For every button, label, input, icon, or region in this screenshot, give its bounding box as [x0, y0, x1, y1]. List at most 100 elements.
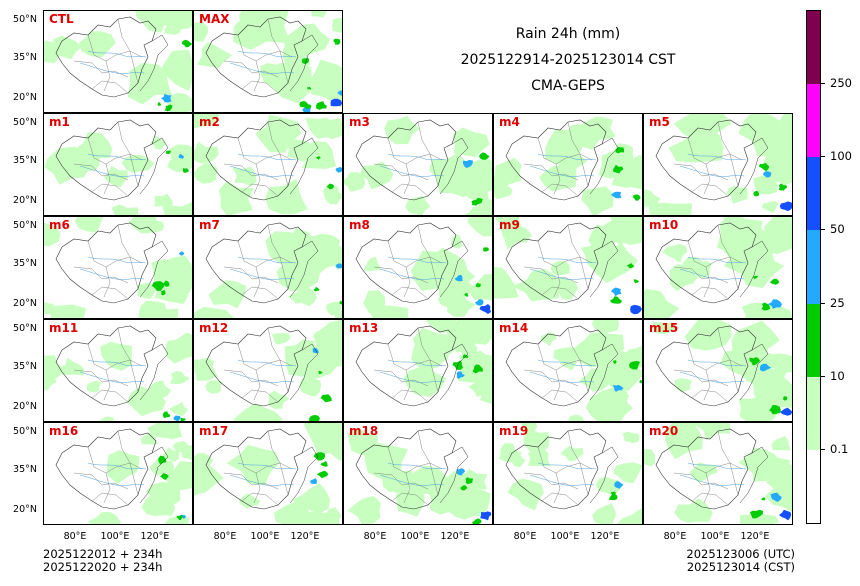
- rain-area-moderate: [629, 361, 641, 370]
- river-line: [687, 359, 747, 367]
- province-border: [373, 472, 429, 490]
- province-border: [553, 369, 561, 401]
- rain-area-light: [233, 403, 283, 421]
- member-label: m12: [199, 321, 229, 335]
- province-border: [703, 472, 711, 504]
- rain-area-light: [716, 217, 763, 257]
- footer-valid-utc: 2025123006 (UTC): [686, 547, 795, 561]
- river-line: [87, 256, 147, 264]
- member-panel-m8: m8: [343, 216, 493, 319]
- rain-area-light: [689, 462, 718, 483]
- rain-area-moderate: [472, 518, 482, 524]
- member-panel-m20: m20: [643, 422, 793, 525]
- province-border: [241, 492, 279, 506]
- province-border: [253, 472, 261, 504]
- colorbar: [806, 10, 821, 524]
- rain-area-light: [644, 288, 680, 318]
- rain-area-light: [592, 320, 620, 335]
- province-border: [537, 343, 593, 371]
- rain-area-moderate: [157, 102, 162, 106]
- colorbar-segment: [807, 376, 820, 451]
- country-border: [355, 119, 457, 201]
- province-border: [703, 369, 711, 401]
- river-line: [379, 165, 445, 177]
- river-line: [229, 62, 295, 74]
- province-border: [237, 446, 293, 474]
- rain-area-light: [581, 245, 609, 268]
- rain-area-heavy: [456, 371, 465, 380]
- chart-title: Rain 24h (mm): [515, 26, 621, 42]
- province-border: [373, 369, 429, 387]
- member-label: m16: [49, 424, 79, 438]
- rain-area-light: [127, 62, 172, 105]
- province-border: [553, 472, 561, 504]
- river-line: [79, 62, 145, 74]
- province-border: [523, 369, 579, 387]
- province-border: [687, 446, 743, 474]
- lon-tick-label: 120°E: [740, 531, 770, 542]
- province-border: [687, 343, 743, 371]
- province-border: [223, 163, 279, 181]
- lat-tick-label: 50°N: [13, 14, 37, 25]
- province-border: [673, 266, 729, 284]
- province-border: [223, 60, 279, 78]
- coastline: [589, 446, 619, 504]
- rain-area-heavy: [161, 93, 172, 103]
- rain-area-light: [165, 332, 192, 364]
- coastline: [739, 343, 769, 401]
- province-border: [403, 266, 411, 298]
- province-border: [537, 240, 593, 268]
- province-border: [391, 492, 429, 506]
- province-border: [91, 389, 129, 403]
- rain-area-moderate: [609, 494, 618, 501]
- rain-area-light: [674, 498, 713, 523]
- rain-area-light: [100, 342, 132, 371]
- lon-tick-label: 80°E: [213, 531, 237, 542]
- member-label: m1: [49, 115, 70, 129]
- rain-area-moderate: [613, 360, 617, 364]
- member-label: m19: [499, 424, 529, 438]
- rain-area-light: [308, 234, 341, 260]
- rain-area-light: [197, 42, 233, 69]
- province-border: [87, 240, 143, 268]
- rain-area-light: [467, 217, 492, 237]
- rain-area-light: [760, 217, 792, 254]
- rain-area-moderate: [460, 485, 468, 491]
- footer-valid-cst: 2025123014 (CST): [686, 560, 795, 574]
- province-border: [703, 266, 711, 298]
- member-label: m15: [649, 321, 679, 335]
- rain-area-light: [58, 357, 84, 376]
- footer-valid-time: 2025123006 (UTC) 2025123014 (CST): [680, 548, 795, 574]
- rain-area-light: [44, 371, 57, 391]
- province-border: [241, 80, 279, 94]
- rain-area-light: [468, 377, 492, 397]
- rain-area-light: [344, 172, 366, 192]
- rain-area-light: [622, 431, 640, 444]
- rain-area-light: [499, 226, 533, 250]
- rain-area-light: [528, 448, 551, 467]
- rain-area-light: [587, 116, 616, 140]
- rain-area-moderate: [633, 279, 639, 284]
- rain-area-light: [661, 243, 688, 263]
- rain-area-moderate: [316, 470, 329, 478]
- province-border: [103, 266, 111, 298]
- province-border: [387, 137, 443, 165]
- province-border: [73, 163, 129, 181]
- coastline: [289, 446, 319, 504]
- rain-area-light: [170, 371, 190, 385]
- rain-area-light: [613, 462, 642, 484]
- rain-area-light: [87, 511, 121, 524]
- province-border: [391, 183, 429, 197]
- coastline: [439, 446, 469, 504]
- member-panel-m1: m1: [43, 113, 193, 216]
- lon-tick-label: 120°E: [440, 531, 470, 542]
- chart-model-name: CMA-GEPS: [531, 78, 605, 94]
- coastline: [739, 137, 769, 195]
- rain-area-light: [149, 458, 175, 476]
- panel-map-m2: [194, 114, 342, 215]
- country-border: [55, 428, 157, 510]
- panel-map-m18: [347, 428, 492, 524]
- rain-area-light: [282, 23, 331, 59]
- rain-area-light: [307, 59, 342, 108]
- rain-area-light: [581, 186, 614, 215]
